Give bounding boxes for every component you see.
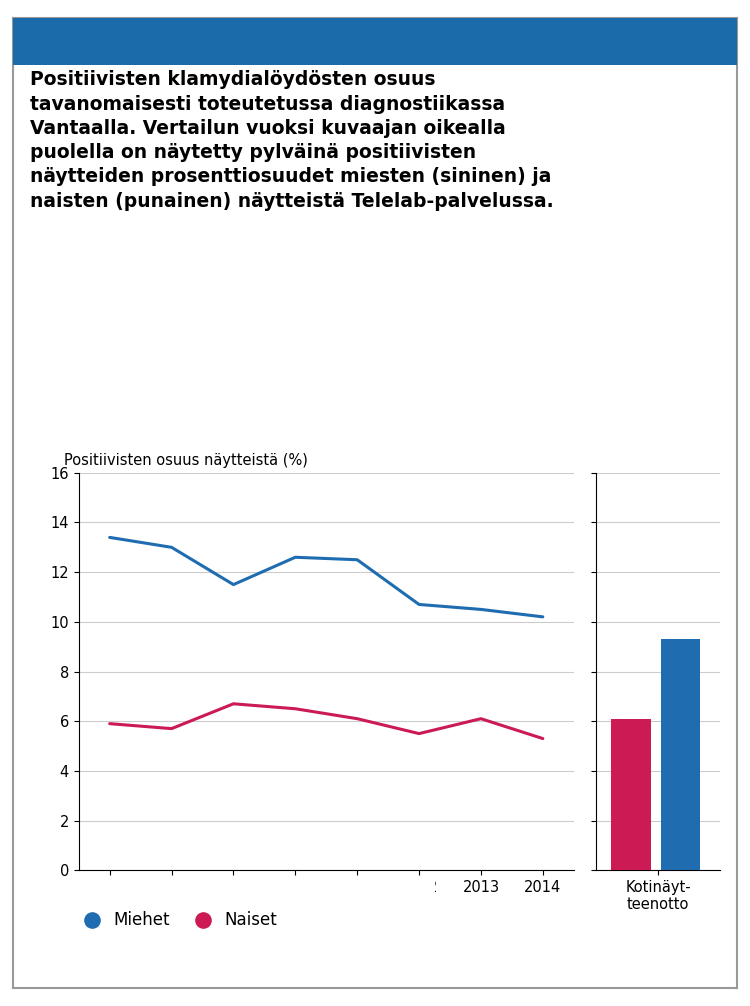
Legend: Miehet, Naiset: Miehet, Naiset xyxy=(68,904,284,937)
Text: Positiivisten klamydialöydösten osuus
tavanomaisesti toteutetussa diagnostiikass: Positiivisten klamydialöydösten osuus ta… xyxy=(30,70,554,210)
Bar xyxy=(661,639,700,870)
Bar xyxy=(611,718,651,870)
Text: Positiivisten osuus näytteistä (%): Positiivisten osuus näytteistä (%) xyxy=(64,453,308,468)
X-axis label: Vuosi: Vuosi xyxy=(307,900,346,915)
